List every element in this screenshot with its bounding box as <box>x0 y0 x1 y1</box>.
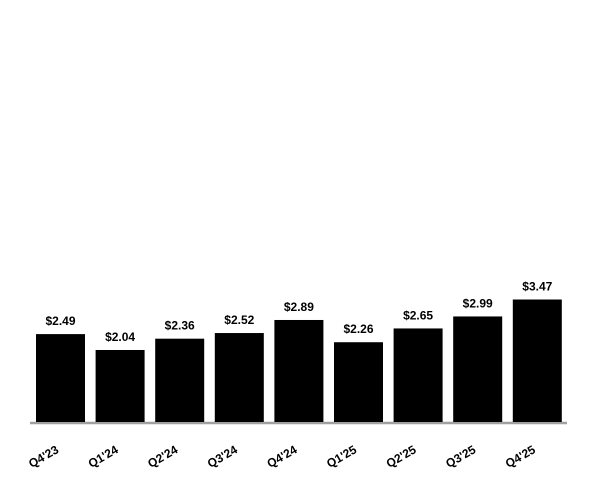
x-tick-label: Q3'24 <box>205 442 240 470</box>
value-label: $2.36 <box>165 319 195 333</box>
bar <box>393 328 443 422</box>
x-tick-label: Q4'24 <box>264 442 299 470</box>
bar <box>214 333 264 422</box>
bar <box>155 338 205 422</box>
bar <box>512 299 562 422</box>
bar <box>95 349 145 422</box>
value-label: $2.89 <box>284 300 314 314</box>
value-label: $2.99 <box>463 296 493 310</box>
bar <box>36 334 85 422</box>
x-tick-label: Q2'24 <box>145 442 180 470</box>
x-tick-label: Q4'25 <box>503 442 538 470</box>
value-label: $2.52 <box>224 313 254 327</box>
value-label: $2.04 <box>105 330 135 344</box>
value-label: $2.49 <box>45 314 75 328</box>
x-tick-label: Q1'24 <box>86 442 121 470</box>
x-tick-label: Q4'23 <box>26 442 61 470</box>
bar <box>453 316 503 422</box>
x-tick-label: Q2'25 <box>384 442 419 470</box>
x-tick-label: Q1'25 <box>324 442 359 470</box>
bar <box>274 319 324 422</box>
value-label: $2.65 <box>403 308 433 322</box>
value-label: $2.26 <box>343 322 373 336</box>
x-tick-label: Q3'25 <box>443 442 478 470</box>
bar <box>334 342 383 422</box>
value-label: $3.47 <box>522 280 552 294</box>
